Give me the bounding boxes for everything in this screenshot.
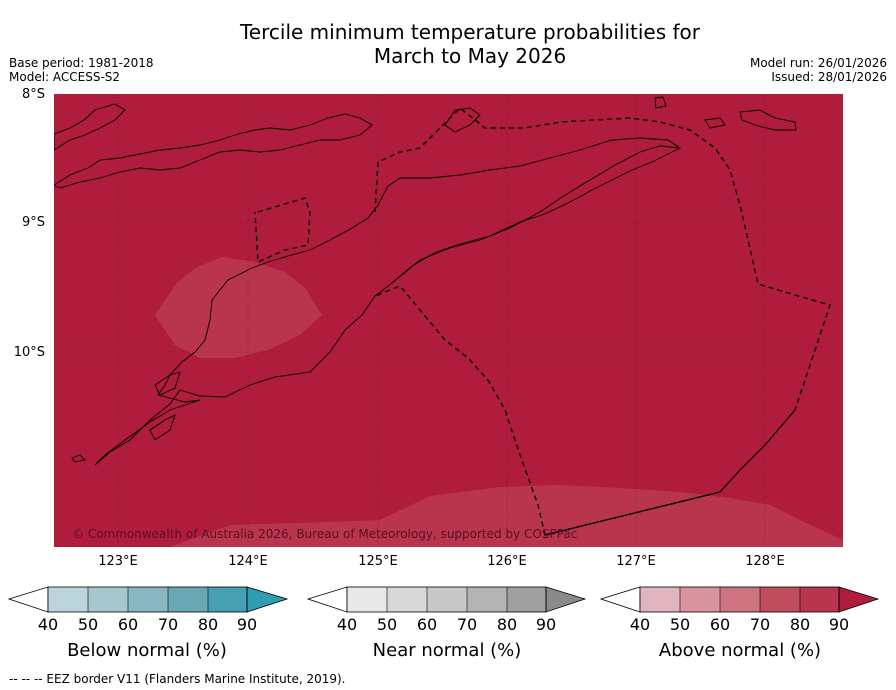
graticule [54, 94, 843, 547]
eez-footer-note: -- -- -- EEZ border V11 (Flanders Marine… [9, 672, 346, 686]
near-normal-label: Near normal (%) [372, 640, 522, 661]
probability-map: © Commonwealth of Australia 2026, Bureau… [54, 94, 843, 547]
above-tick-80: 80 [789, 615, 811, 634]
meta-right: Model run: 26/01/2026 Issued: 28/01/2026 [750, 56, 887, 84]
below-tick-80: 80 [197, 615, 219, 634]
near-tick-80: 80 [496, 615, 518, 634]
meta-left: Base period: 1981-2018 Model: ACCESS-S2 [9, 56, 154, 84]
eez-border-solid-segment [544, 409, 796, 536]
copyright-text: © Commonwealth of Australia 2026, Bureau… [72, 527, 577, 541]
lon-label-127e: 127°E [616, 554, 656, 569]
lat-label-8s: 8°S [21, 87, 45, 102]
colorbar-near-normal-bar [307, 586, 587, 613]
base-period: Base period: 1981-2018 [9, 56, 154, 70]
northern-islands [54, 103, 126, 151]
map-title: Tercile minimum temperature probabilitie… [0, 20, 896, 68]
below-tick-90: 90 [236, 615, 258, 634]
near-tick-90: 90 [535, 615, 557, 634]
lon-label-123e: 123°E [98, 554, 138, 569]
lat-label-10s: 10°S [13, 345, 45, 360]
model-run: Model run: 26/01/2026 [749, 56, 887, 70]
below-tick-60: 60 [117, 615, 139, 634]
above-normal-label: Above normal (%) [658, 640, 822, 661]
lon-label-124e: 124°E [228, 554, 268, 569]
colorbar-below-normal-bar [8, 586, 289, 613]
below-tick-40: 40 [37, 615, 59, 634]
near-tick-60: 60 [416, 615, 438, 634]
issued-date: Issued: 28/01/2026 [771, 70, 887, 84]
below-normal-label: Below normal (%) [67, 640, 227, 661]
colorbar-above-normal-bar [600, 586, 880, 613]
above-normal-80-patch-west [155, 257, 322, 358]
below-tick-70: 70 [157, 615, 179, 634]
near-tick-40: 40 [336, 615, 358, 634]
eez-border [254, 107, 831, 536]
lon-label-125e: 125°E [358, 554, 398, 569]
above-tick-50: 50 [669, 615, 691, 634]
lon-label-128e: 128°E [745, 554, 785, 569]
near-tick-50: 50 [376, 615, 398, 634]
lon-label-126e: 126°E [487, 554, 527, 569]
timor-island [94, 137, 681, 466]
lat-label-9s: 9°S [21, 215, 45, 230]
model-name: Model: ACCESS-S2 [9, 70, 121, 84]
above-tick-40: 40 [629, 615, 651, 634]
above-tick-90: 90 [828, 615, 850, 634]
title-line-1: Tercile minimum temperature probabilitie… [239, 20, 701, 44]
near-tick-70: 70 [456, 615, 478, 634]
below-tick-50: 50 [77, 615, 99, 634]
above-normal-80-patch-south [170, 485, 843, 547]
above-tick-60: 60 [709, 615, 731, 634]
coastlines [54, 96, 797, 466]
title-line-2: March to May 2026 [373, 44, 567, 68]
above-tick-70: 70 [749, 615, 771, 634]
timor-inner-coast [391, 145, 681, 284]
